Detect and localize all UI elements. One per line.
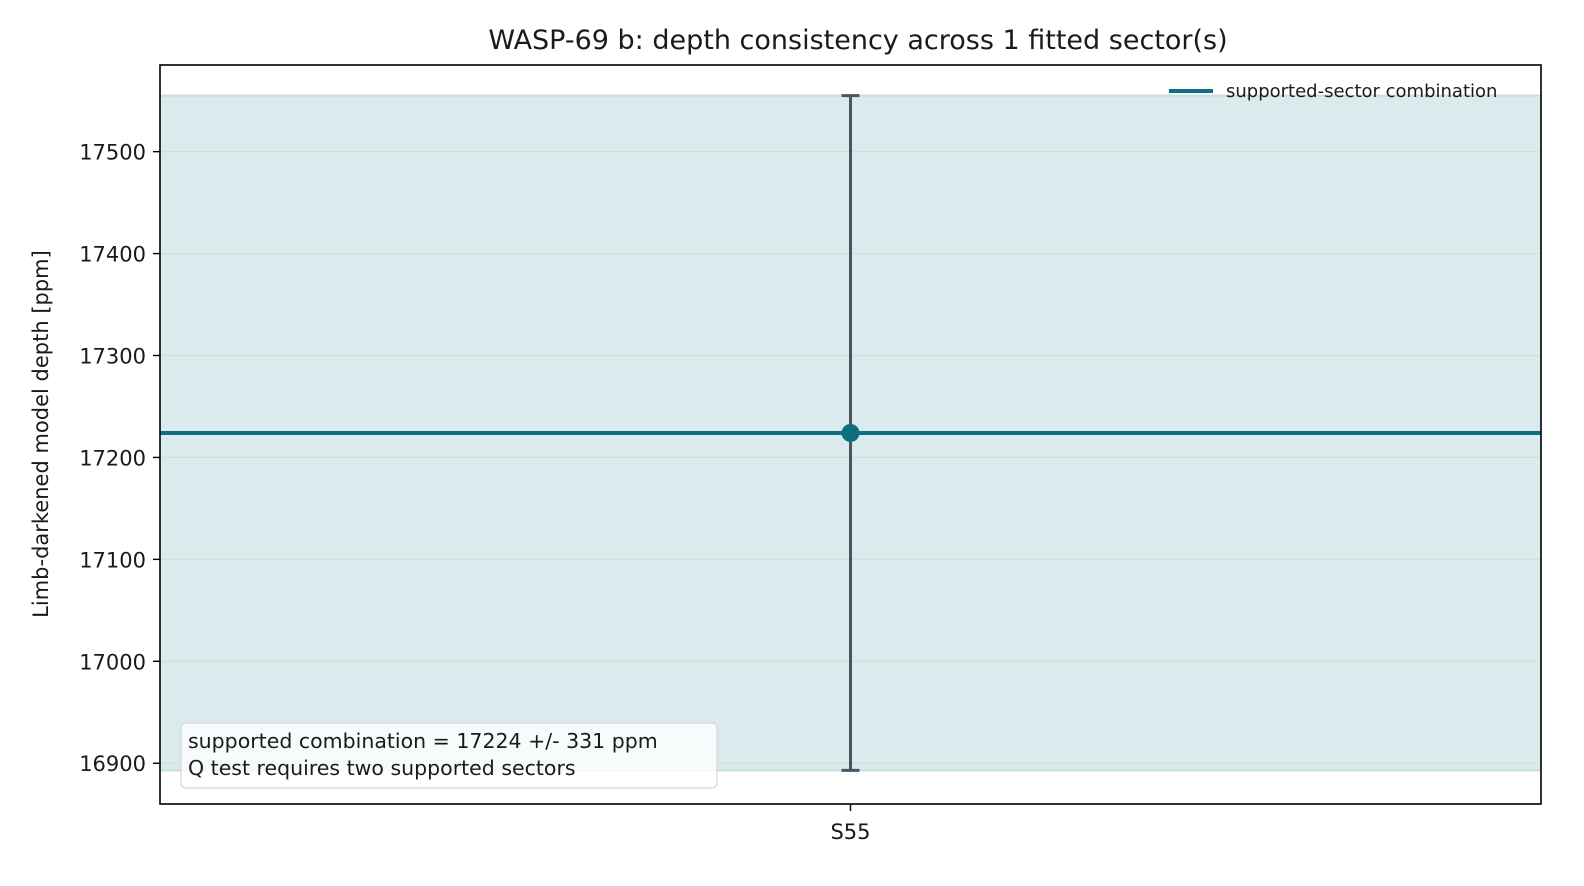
plot-area: 16900 17000 17100 17200 17300 17400 17500 S55	[79, 64, 1542, 844]
annotation-background	[180, 722, 718, 789]
annotation-text-line: Q test requires two supported sectors	[188, 756, 576, 780]
legend-label: supported-sector combination	[1226, 81, 1497, 102]
y-tick-label: 17500	[79, 141, 146, 165]
annotation-text-line: supported combination = 17224 +/- 331 pp…	[188, 729, 658, 753]
y-tick-label: 17200	[79, 446, 146, 470]
y-tick-label: 17300	[79, 345, 146, 369]
data-point	[841, 423, 860, 442]
y-axis-label: Limb-darkened model depth [ppm]	[29, 250, 53, 618]
y-tick-label: 16900	[79, 752, 146, 776]
annotation-box: supported combination = 17224 +/- 331 pp…	[180, 722, 718, 789]
y-tick-label: 17100	[79, 548, 146, 572]
x-tick-label: S55	[830, 820, 870, 844]
legend: supported-sector combination	[1169, 81, 1497, 102]
chart-title: WASP-69 b: depth consistency across 1 fi…	[488, 25, 1227, 56]
y-tick-label: 17000	[79, 650, 146, 674]
y-tick-label: 17400	[79, 243, 146, 267]
